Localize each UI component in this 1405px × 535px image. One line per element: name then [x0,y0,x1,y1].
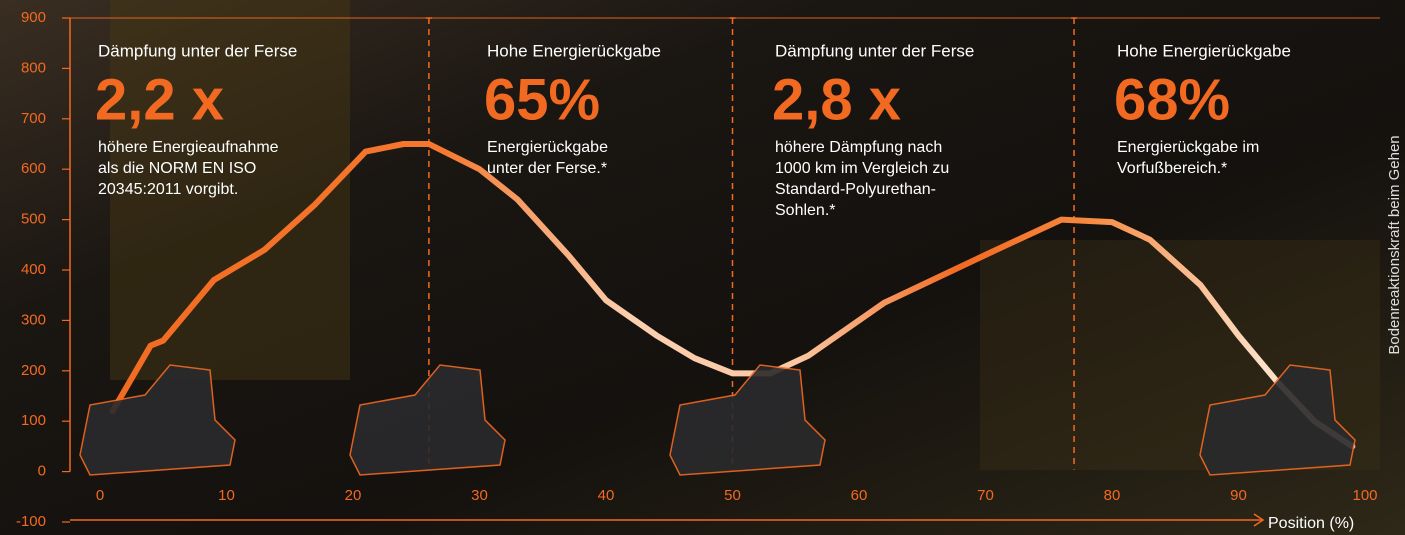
panel-text: höhere Energieaufnahme [98,139,279,156]
y-tick-label: 500 [21,211,46,228]
x-tick-label: 90 [1230,487,1247,504]
x-tick-label: 10 [218,487,235,504]
y-tick-label: 0 [38,463,46,480]
panel-figure: 65% [484,67,600,132]
x-tick-label: 20 [345,487,362,504]
panel-figure: 2,2 x [95,67,224,132]
y-axis-label: Bodenreaktionskraft beim Gehen [1386,135,1403,354]
panel-text: Vorfußbereich.* [1117,160,1227,177]
panel-text: Energierückgabe im [1117,139,1259,156]
y-tick-label: -100 [16,513,46,530]
x-tick-label: 80 [1104,487,1121,504]
x-tick-label: 70 [977,487,994,504]
y-tick-label: 100 [21,412,46,429]
y-tick-label: 800 [21,59,46,76]
panel-heading: Dämpfung unter der Ferse [98,41,297,60]
y-tick-label: 600 [21,160,46,177]
x-tick-label: 30 [471,487,488,504]
y-tick-label: 700 [21,110,46,127]
panel-text: Standard-Polyurethan- [775,181,936,198]
panel-text: Energierückgabe [487,139,608,156]
panel-heading: Hohe Energierückgabe [487,41,661,60]
y-tick-label: 400 [21,261,46,278]
panel-heading: Dämpfung unter der Ferse [775,41,974,60]
panel-text: unter der Ferse.* [487,160,607,177]
x-axis-label: Position (%) [1268,515,1354,532]
y-tick-label: 200 [21,362,46,379]
panel-text: Sohlen.* [775,202,836,219]
x-tick-label: 60 [851,487,868,504]
x-tick-label: 50 [724,487,741,504]
y-tick-label: 300 [21,311,46,328]
panel-text: 1000 km im Vergleich zu [775,160,949,177]
x-tick-label: 100 [1352,487,1377,504]
x-tick-label: 40 [598,487,615,504]
y-tick-label: 900 [21,9,46,26]
panel-heading: Hohe Energierückgabe [1117,41,1291,60]
panel-text: 20345:2011 vorgibt. [98,181,238,198]
chart: Bodenreaktionskraft beim Gehen Position … [0,0,1405,535]
panel-figure: 2,8 x [772,67,901,132]
panel-text: höhere Dämpfung nach [775,139,942,156]
x-tick-label: 0 [96,487,104,504]
panel-text: als die NORM EN ISO [98,160,256,177]
panel-figure: 68% [1114,67,1230,132]
